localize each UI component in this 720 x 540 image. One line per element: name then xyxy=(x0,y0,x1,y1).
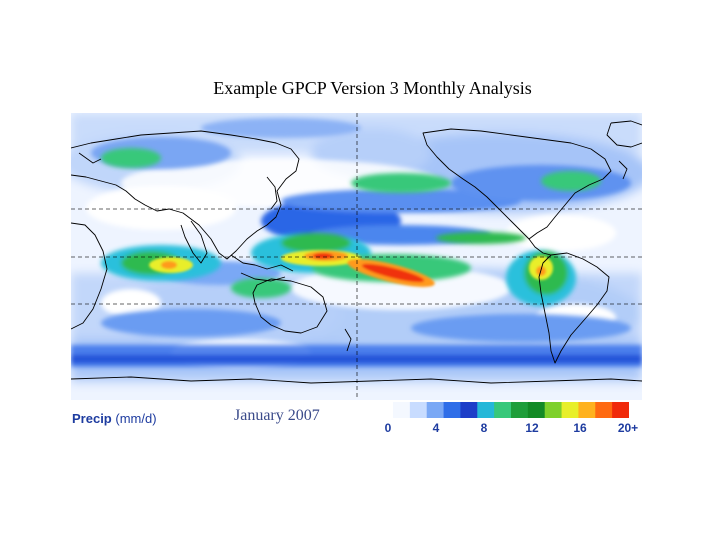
colorbar-swatch xyxy=(595,402,613,418)
date-label: January 2007 xyxy=(234,407,320,424)
colorbar-swatch xyxy=(460,402,478,418)
precip-legend-label: Precip (mm/d) xyxy=(72,411,157,426)
colorbar-swatch xyxy=(393,402,411,418)
colorbar-swatch xyxy=(426,402,445,418)
precip-unit-text: (mm/d) xyxy=(115,411,157,426)
colorbar-swatch xyxy=(612,402,629,418)
coastlines xyxy=(71,120,642,384)
colorbar-tick-label: 0 xyxy=(384,421,392,435)
colorbar-swatch xyxy=(527,402,546,418)
colorbar-graphic xyxy=(393,402,629,418)
map-grid xyxy=(71,113,642,400)
colorbar-swatch xyxy=(544,402,563,418)
colorbar-tick-label: 12 xyxy=(525,421,539,435)
colorbar-tick-label: 16 xyxy=(573,421,587,435)
colorbar-swatch xyxy=(409,402,428,418)
colorbar-swatch xyxy=(443,402,461,418)
colorbar-swatch xyxy=(561,402,579,418)
colorbar-tick-label: 20+ xyxy=(617,421,639,435)
colorbar-swatch xyxy=(511,402,529,418)
colorbar-swatch xyxy=(477,402,495,418)
precip-field-mid xyxy=(71,118,642,367)
colorbar-swatch xyxy=(578,402,596,418)
precip-field-heavy xyxy=(149,250,553,287)
colorbar-tick-label: 8 xyxy=(480,421,488,435)
colorbar-tick-label: 4 xyxy=(432,421,440,435)
slide-title: Example GPCP Version 3 Monthly Analysis xyxy=(213,78,532,98)
precipitation-map xyxy=(71,113,642,400)
colorbar-swatch xyxy=(494,402,512,418)
precip-label-text: Precip xyxy=(72,411,112,426)
colorbar xyxy=(393,402,629,418)
